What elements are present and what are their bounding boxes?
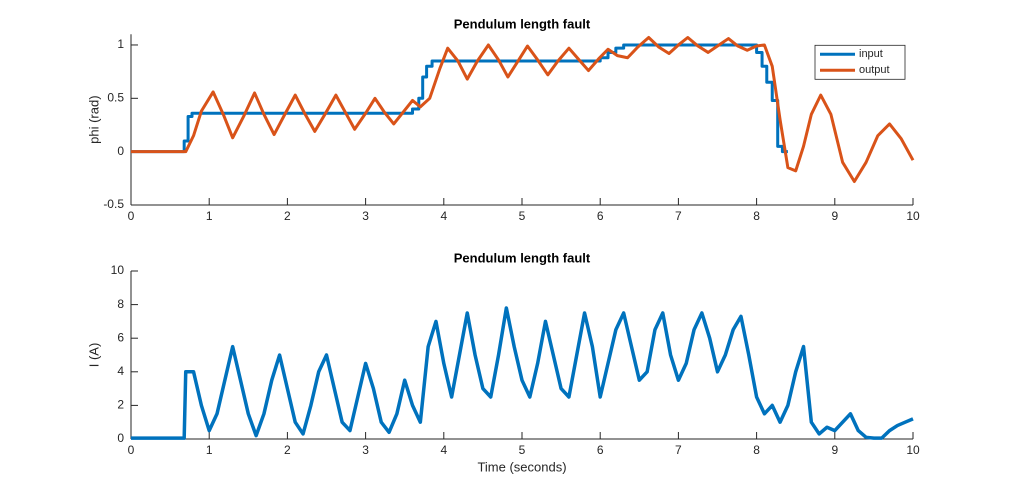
x-tick-label: 4	[440, 209, 447, 223]
x-tick-label: 0	[128, 443, 135, 457]
x-tick-label: 2	[284, 209, 291, 223]
chart-title: Pendulum length fault	[454, 250, 591, 265]
x-tick-label: 6	[597, 209, 604, 223]
y-tick-label: 0	[117, 144, 124, 158]
subplot: 0 1 2 3 4 5 6 7 8 9 10 0 2 4 6 8 10 Pendulum length fault…	[86, 250, 920, 474]
x-tick-label: 5	[519, 443, 526, 457]
series-line	[131, 43, 788, 154]
chart-title: Pendulum length fault	[454, 17, 591, 32]
y-tick-label: 0.5	[107, 90, 124, 104]
subplot: 0 1 2 3 4 5 6 7 8 9 10 -0.5 0 0.5 1 Pendulum length fau…	[86, 17, 920, 223]
x-tick-label: 3	[362, 443, 369, 457]
x-tick-label: 4	[440, 443, 447, 457]
x-tick-label: 2	[284, 443, 291, 457]
series-line	[131, 306, 914, 440]
x-tick-label: 1	[206, 209, 213, 223]
x-tick-label: 6	[597, 443, 604, 457]
x-tick-label: 8	[753, 209, 760, 223]
x-tick-label: 7	[675, 443, 682, 457]
x-tick-label: 8	[753, 443, 760, 457]
y-tick-label: 6	[117, 330, 124, 344]
x-tick-label: 1	[206, 443, 213, 457]
y-tick-label: 4	[117, 364, 124, 378]
legend: input output	[814, 44, 906, 80]
y-tick-label: -0.5	[103, 197, 124, 211]
series-line	[131, 36, 915, 184]
x-tick-label: 9	[831, 209, 838, 223]
legend-label: output	[859, 64, 890, 76]
x-tick-label: 9	[831, 443, 838, 457]
x-tick-label: 3	[362, 209, 369, 223]
x-tick-label: 10	[906, 443, 920, 457]
y-tick-label: 2	[117, 398, 124, 412]
y-tick-label: 0	[117, 431, 124, 445]
x-axis-label: Time (seconds)	[477, 459, 566, 474]
x-tick-label: 0	[128, 209, 135, 223]
y-tick-label: 8	[117, 297, 124, 311]
legend-label: input	[859, 48, 883, 60]
y-axis-label: I (A)	[86, 343, 101, 368]
x-tick-label: 7	[675, 209, 682, 223]
y-tick-label: 1	[117, 37, 124, 51]
y-axis-label: phi (rad)	[86, 95, 101, 143]
x-tick-label: 5	[519, 209, 526, 223]
y-tick-label: 10	[111, 263, 125, 277]
x-tick-label: 10	[906, 209, 920, 223]
legend-box	[814, 44, 906, 80]
